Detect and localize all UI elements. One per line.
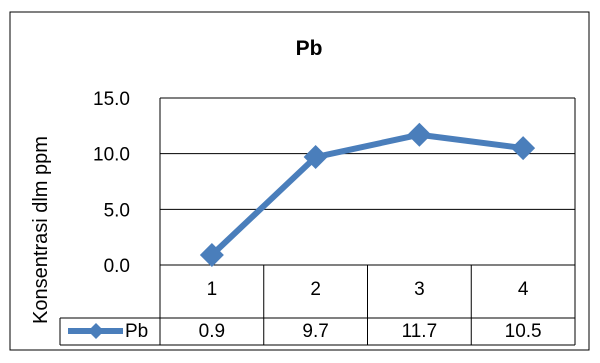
data-table-value: 11.7	[402, 321, 438, 342]
data-point-marker	[303, 145, 328, 170]
series-layer	[199, 122, 536, 267]
x-tick-label: 3	[414, 279, 425, 300]
x-tick-label: 2	[310, 279, 321, 300]
y-tick-label: 10.0	[93, 145, 130, 166]
x-tick-label: 1	[207, 279, 218, 300]
legend-marker	[88, 323, 104, 339]
data-table-value: 10.5	[505, 321, 542, 342]
chart-border	[9, 11, 590, 351]
data-point-marker	[407, 122, 432, 147]
series-line	[209, 131, 524, 258]
data-table: 1 2 3 4 0.9 9.7 11.7 10.5 Pb	[59, 265, 575, 346]
data-point-marker	[511, 136, 536, 161]
data-point-marker	[199, 242, 224, 267]
gridlines	[159, 97, 576, 345]
y-axis-label: Konsentrasi dlm ppm	[30, 136, 52, 324]
chart-title: Pb	[296, 37, 323, 60]
data-table-value: 9.7	[302, 321, 328, 342]
legend-label: Pb	[125, 321, 148, 342]
y-tick-label: 5.0	[104, 200, 130, 221]
x-tick-label: 4	[518, 279, 529, 300]
y-tick-labels: 0.0 5.0 10.0 15.0	[93, 89, 130, 277]
y-tick-label: 15.0	[93, 89, 130, 110]
y-tick-label: 0.0	[104, 256, 130, 277]
data-table-value: 0.9	[199, 321, 225, 342]
